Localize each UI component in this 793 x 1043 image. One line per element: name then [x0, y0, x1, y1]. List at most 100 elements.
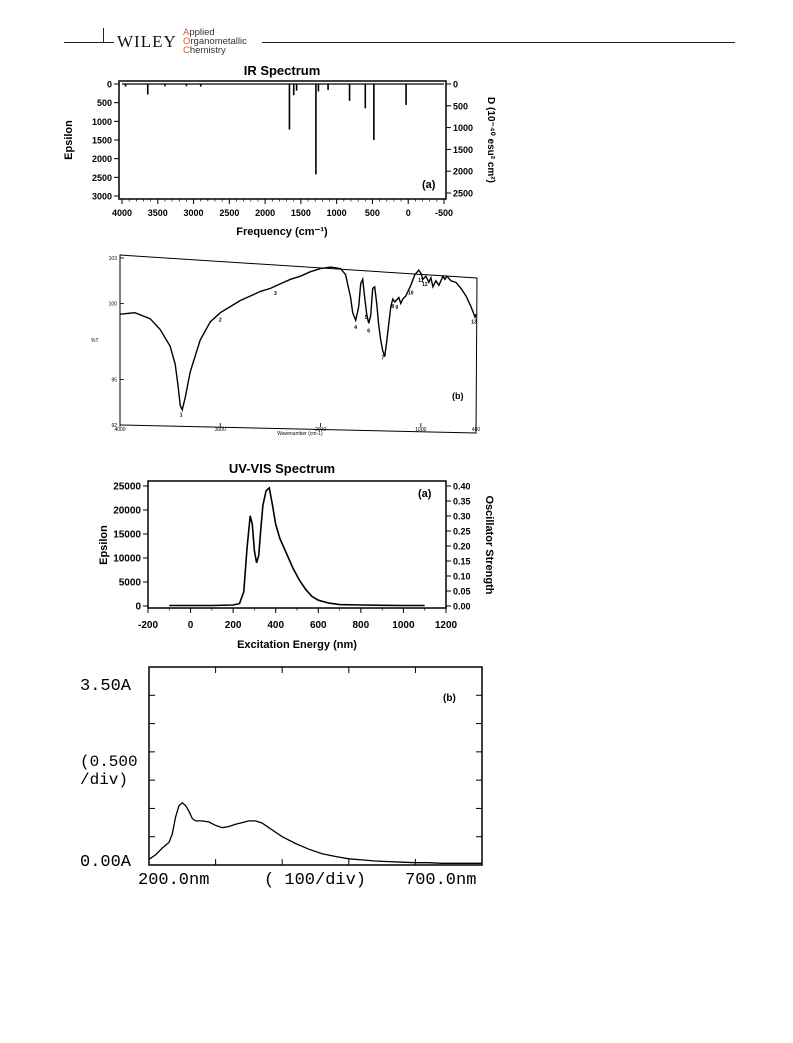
- y-axis-label: Epsilon: [63, 120, 75, 160]
- panel-label: (a): [418, 488, 432, 500]
- y-tick-label: 5000: [119, 578, 142, 589]
- plot-frame: [148, 666, 483, 866]
- x-tick-label: 2500: [219, 208, 239, 218]
- y-tick-label: 10000: [113, 554, 141, 565]
- y-tick-label: 1500: [92, 136, 112, 146]
- peak-annotation: 8: [391, 304, 394, 310]
- x-tick-label: 2000: [315, 427, 326, 433]
- y-min-label: 0.00A: [80, 853, 132, 872]
- y2-tick-label: 0.00: [453, 602, 471, 612]
- chart-title: IR Spectrum: [244, 63, 321, 78]
- peak-annotation: 10: [408, 290, 414, 296]
- y-max-label: 3.50A: [80, 677, 132, 696]
- uv-calculated-chart: UV-VIS Spectrum 050001000015000200002500…: [98, 461, 495, 651]
- panel-label: (b): [452, 391, 464, 401]
- page-header: WILEY Applied Organometallic Chemistry: [0, 0, 793, 60]
- x-tick-label: 450: [472, 427, 481, 433]
- peak-annotation: 6: [367, 328, 370, 334]
- x-min-label: 200.0nm: [138, 871, 209, 890]
- journal-name-line-3: Chemistry: [183, 45, 226, 56]
- y2-tick-label: 0.40: [453, 482, 471, 492]
- y-tick-label: 3000: [92, 192, 112, 202]
- panel-label: (b): [443, 693, 456, 704]
- x-axis-label: Wavenumber (cm-1): [277, 431, 323, 437]
- x-tick-label: -200: [138, 620, 158, 631]
- x-tick-label: 1000: [392, 620, 415, 631]
- x-tick-label: 500: [365, 208, 380, 218]
- spectrum-line: [148, 801, 482, 864]
- x-tick-label: 2000: [255, 208, 275, 218]
- chart-title: UV-VIS Spectrum: [229, 461, 335, 476]
- y-tick-label: 1000: [92, 117, 112, 127]
- y-scale-label-line-2: /div): [80, 771, 128, 789]
- x-max-label: 700.0nm: [405, 871, 476, 890]
- y2-tick-label: 0.30: [453, 512, 471, 522]
- x-tick-label: 3500: [148, 208, 168, 218]
- y2-tick-label: 0.15: [453, 557, 471, 567]
- plot-frame: [147, 480, 447, 609]
- x-tick-label: 4000: [112, 208, 132, 218]
- plot-frame: [118, 80, 447, 200]
- peak-annotation: 4: [354, 325, 357, 331]
- journal-name-line-1: Applied: [183, 27, 215, 38]
- header-rule: [262, 42, 735, 43]
- x-tick-label: 400: [267, 620, 284, 631]
- ir-calculated-chart: IR Spectrum 0 500 1000 1500 2000 2500 3000 0 50…: [63, 63, 496, 238]
- x-tick-label: 1200: [435, 620, 458, 631]
- y-tick-label: 0: [107, 80, 112, 90]
- y2-tick-label: 2000: [453, 167, 473, 177]
- y2-tick-label: 0: [453, 80, 458, 90]
- y-tick-label: 2500: [92, 173, 112, 183]
- y-tick-label: 100: [109, 302, 118, 308]
- peak-annotation: 9: [395, 305, 398, 311]
- y-tick-label: 103: [109, 256, 118, 262]
- plot-frame: [119, 254, 478, 434]
- y2-tick-label: 0.20: [453, 542, 471, 552]
- header-rule: [64, 42, 114, 43]
- x-tick-label: 0: [188, 620, 194, 631]
- uv-experimental-chart: (b) 3.50A 0.00A (0.500 /div) 200.0nm ( 1…: [80, 666, 483, 890]
- peak-annotation: 5: [365, 315, 368, 321]
- x-tick-label: 4000: [114, 427, 125, 433]
- publisher-logo: WILEY: [117, 32, 177, 51]
- x-tick-label: -500: [435, 208, 453, 218]
- y2-tick-label: 0.10: [453, 572, 471, 582]
- y-tick-label: 25000: [113, 482, 141, 493]
- peak-annotation: 1: [180, 413, 183, 419]
- peak-annotation: 2: [219, 318, 222, 324]
- y-scale-label-line-1: (0.500: [80, 753, 138, 771]
- journal-name-line-2: Organometallic: [183, 36, 247, 47]
- x-tick-label: 1500: [291, 208, 311, 218]
- x-tick-label: 800: [353, 620, 370, 631]
- x-tick-label: 0: [406, 208, 411, 218]
- y-tick-label: 2000: [92, 154, 112, 164]
- x-tick-label: 600: [310, 620, 327, 631]
- x-tick-label: 200: [225, 620, 242, 631]
- spectrum-line: [119, 266, 477, 412]
- y-tick-label: 20000: [113, 506, 141, 517]
- y-tick-label: 95: [111, 377, 117, 383]
- x-tick-label: 3000: [184, 208, 204, 218]
- x-axis-label: Excitation Energy (nm): [237, 639, 357, 651]
- header-tick: [103, 28, 104, 42]
- x-tick-label: 1000: [327, 208, 347, 218]
- peak-annotation: 12: [422, 282, 428, 288]
- y-axis-label: Epsilon: [98, 525, 110, 565]
- y2-tick-label: 0.35: [453, 497, 471, 507]
- peak-annotation: 7: [381, 356, 384, 362]
- peak-annotation: 3: [274, 291, 277, 297]
- y-tick-label: 500: [97, 98, 112, 108]
- y2-axis-label: D (10⁻⁴⁰ esu² cm²): [485, 97, 496, 183]
- panel-label: (a): [422, 179, 436, 191]
- spectrum-line: [169, 486, 425, 607]
- y2-tick-label: 1500: [453, 145, 473, 155]
- y-tick-label: 0: [135, 602, 141, 613]
- x-tick-label: 3000: [215, 427, 226, 433]
- y2-tick-label: 500: [453, 101, 468, 111]
- x-tick-label: 1000: [415, 427, 426, 433]
- y2-tick-label: 0.25: [453, 527, 471, 537]
- y-tick-label: 92: [111, 423, 117, 429]
- y2-tick-label: 0.05: [453, 587, 471, 597]
